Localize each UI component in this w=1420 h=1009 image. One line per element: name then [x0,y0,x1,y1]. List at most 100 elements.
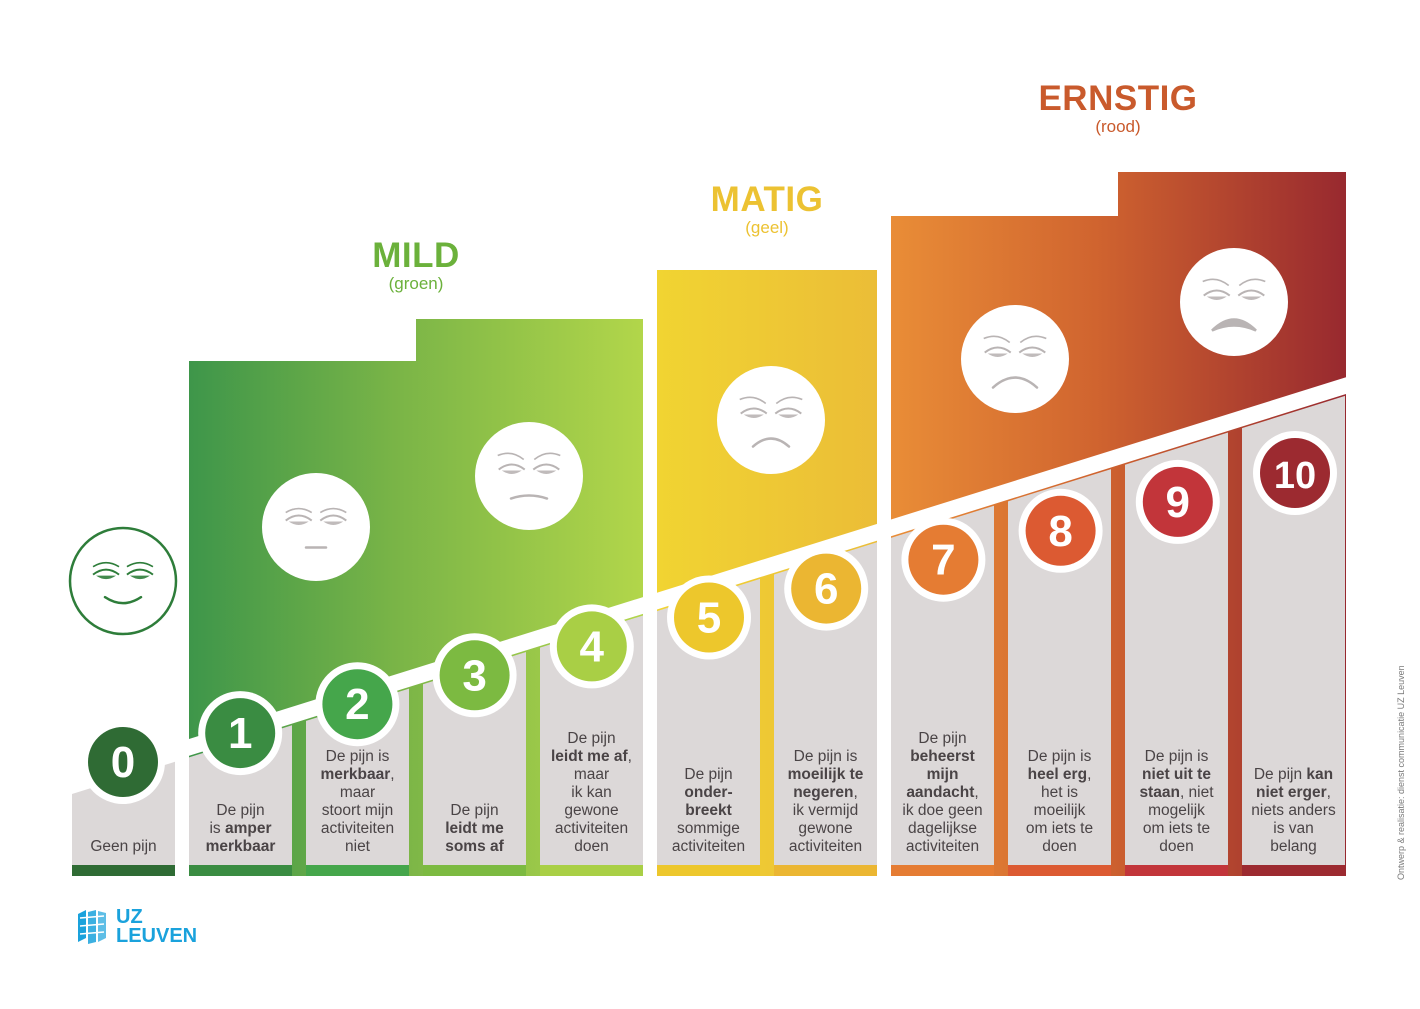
desc-text: De pijn is [325,748,390,765]
level-number-8: 8 [1048,507,1072,556]
very-sad-face-brow [983,335,1011,344]
level-2-desc-line: merkbaar, [306,766,409,784]
level-3-desc-line: soms af [423,838,526,856]
neutral-face-eyelid [285,514,313,522]
neutral-face-eye [323,521,344,526]
level-8-desc-line: moeilijk [1008,802,1111,820]
level-7-desc-line: mijn [891,766,994,784]
level-number-1: 1 [228,709,252,758]
level-5-desc-line: activiteiten [657,838,760,856]
level-base-bar-10 [1242,865,1345,876]
desc-text: De pijn is [793,748,858,765]
desc-text: activiteiten [320,820,395,837]
level-6-desc-line: moeilijk te [774,766,877,784]
level-7-desc-line: aandacht, [891,784,994,802]
level-column-7 [891,505,994,865]
level-9-desc-line: niet uit te [1125,766,1228,784]
sad-face-icon [717,366,825,474]
level-column-6 [774,542,877,865]
level-5-desc-line: breekt [657,802,760,820]
frown-face-brow [497,452,525,461]
desc-emphasis: merkbaar [205,838,276,855]
level-base-bar-9 [1125,865,1228,876]
level-column-8 [1008,469,1111,865]
frown-face-brow [533,452,561,461]
crying-face-icon [1180,248,1288,356]
level-badge-1 [205,698,276,769]
level-5-desc-line: De pijn [657,766,760,784]
level-8-desc-line: om iets te [1008,820,1111,838]
desc-text: , [1087,766,1092,783]
level-2-desc-line: niet [306,838,409,856]
level-3-desc-line: leidt me [423,820,526,838]
desc-text: , niet [1179,784,1214,801]
neutral-face-eyelid [319,514,347,522]
level-7-desc-line: De pijn [891,730,994,748]
desc-text: De pijn [918,730,967,747]
logo-line-leuven: LEUVEN [116,925,198,947]
level-badge-3 [439,640,510,711]
level-6-desc-line: gewone [774,820,877,838]
very-sad-face-eye [1022,353,1043,358]
level-description-5: De pijn onder-breekt sommige activiteiten [657,766,760,856]
credit-text: Ontwerp & realisatie: dienst communicati… [1396,665,1406,880]
very-sad-face-eyelid [1018,346,1046,354]
desc-text: activiteiten [788,838,863,855]
crying-face-eyelid [1237,289,1265,297]
frown-face-eye [536,470,557,475]
neutral-face-icon [262,473,370,581]
desc-emphasis: amper [224,820,272,837]
desc-text: het is [1040,784,1079,801]
very-sad-face-eye [987,353,1008,358]
desc-text: doen [1042,838,1077,855]
level-4-desc-line: doen [540,838,643,856]
desc-emphasis: mijn [926,766,959,783]
crying-face-eyelid [1203,289,1231,297]
desc-emphasis: leidt me af [551,748,628,765]
desc-emphasis: kan [1306,766,1334,783]
level-5-desc-line: onder- [657,784,760,802]
level-base-bar-8 [1008,865,1111,876]
level-5-desc-line: sommige [657,820,760,838]
category-mild-title: MILD [372,236,460,275]
level-badge-6 [791,553,862,624]
category-ernstig-title: ERNSTIG [1038,79,1198,118]
level-number-4: 4 [580,622,605,671]
desc-emphasis: breekt [685,802,732,819]
crying-face-brow [1202,278,1230,287]
frown-face-head [475,422,583,530]
level-6-desc-line: De pijn is [774,748,877,766]
level-9-desc-line: staan, niet [1125,784,1228,802]
level-badge-5 [674,582,744,653]
smile-face-mouth [103,595,143,605]
level-2-desc-line: De pijn is [306,748,409,766]
desc-text: , [390,766,395,783]
level-description-8: De pijn is heel erg, het is moeilijk om iets… [1008,748,1111,856]
desc-text: , [974,784,979,801]
sad-face-eyelid [774,407,802,415]
level-6-desc-line: negeren, [774,784,877,802]
very-sad-face-mouth [991,376,1039,389]
level-3-desc-line: De pijn [423,802,526,820]
smile-face-eyelid [126,568,154,576]
frown-face-eyelid [532,463,560,471]
level-base-bar-7 [891,865,994,876]
sad-face-head [717,366,825,474]
level-column-9 [1125,432,1228,865]
level-base-bar-1 [189,865,292,876]
level-8-desc-line: doen [1008,838,1111,856]
desc-text: doen [574,838,609,855]
desc-text: stoort mijn [321,802,394,819]
desc-text: om iets te [1142,820,1211,837]
desc-text: De pijn [450,802,499,819]
desc-text: niets anders [1251,802,1336,819]
level-description-7: De pijn beheerst mijn aandacht, ik doe geen d… [891,730,994,856]
sad-face-brow [739,396,767,405]
sad-face-mouth [751,437,791,448]
desc-emphasis: niet erger [1256,784,1327,801]
level-base-bar-4 [540,865,643,876]
smile-face-head [68,526,178,636]
desc-emphasis: staan [1139,784,1180,801]
